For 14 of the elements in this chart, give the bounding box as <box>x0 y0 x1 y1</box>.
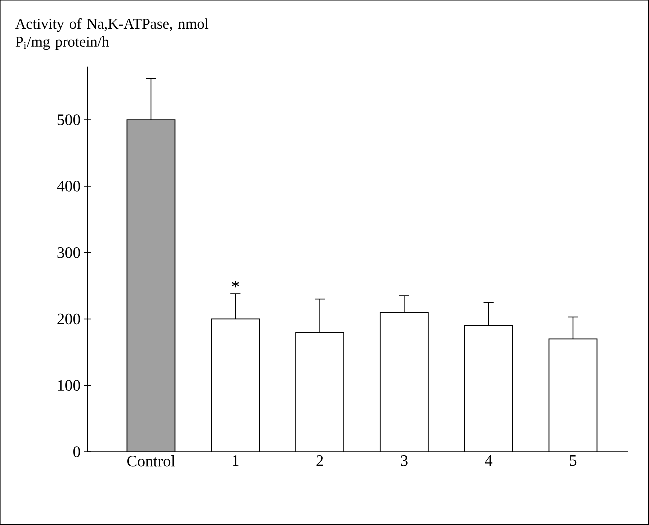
x-tick-label: 2 <box>316 456 324 466</box>
y-axis-title: Activity of Na,K-ATPase, nmol P$_{i}$/mg protein/h <box>16 18 209 50</box>
x-tick-label: 4 <box>485 456 493 466</box>
x-tick-label: Control <box>128 456 176 467</box>
y-tick-label: 400 <box>57 181 80 192</box>
y-tick-label: 200 <box>58 314 80 325</box>
x-tick-label: 3 <box>401 456 408 466</box>
x-tick-label: 1 <box>233 456 239 466</box>
y-tick-label: 100 <box>58 380 80 392</box>
x-tick-label: 5 <box>570 456 577 466</box>
annotation: * <box>232 281 240 288</box>
y-tick-label: 0 <box>74 446 80 458</box>
y-tick-label: 500 <box>58 114 80 126</box>
y-tick-label: 300 <box>58 247 80 258</box>
